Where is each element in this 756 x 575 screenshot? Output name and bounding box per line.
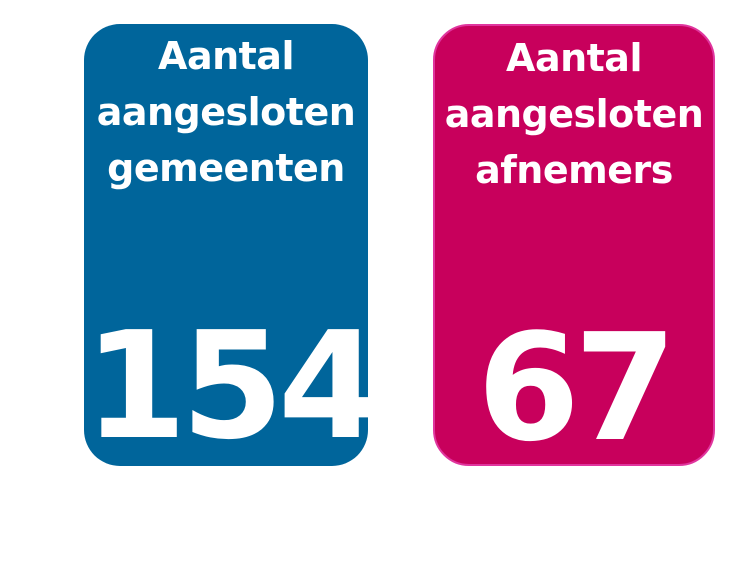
label-line: aangesloten: [96, 90, 356, 134]
kpi-value: 67: [477, 302, 677, 474]
label-line: Aantal: [506, 36, 642, 80]
kpi-card: Aantal aangesloten gemeenten 154: [84, 24, 381, 472]
label-line: aangesloten: [444, 92, 704, 136]
kpi-label: Aantal aangesloten afnemers: [435, 30, 713, 198]
kpi-label: Aantal aangesloten gemeenten: [84, 28, 368, 196]
label-line: gemeenten: [107, 146, 345, 190]
label-line: Aantal: [158, 34, 294, 78]
kpi-card: Aantal aangesloten afnemers 67: [433, 24, 715, 474]
kpi-value: 154: [84, 300, 381, 472]
label-line: afnemers: [475, 148, 673, 192]
